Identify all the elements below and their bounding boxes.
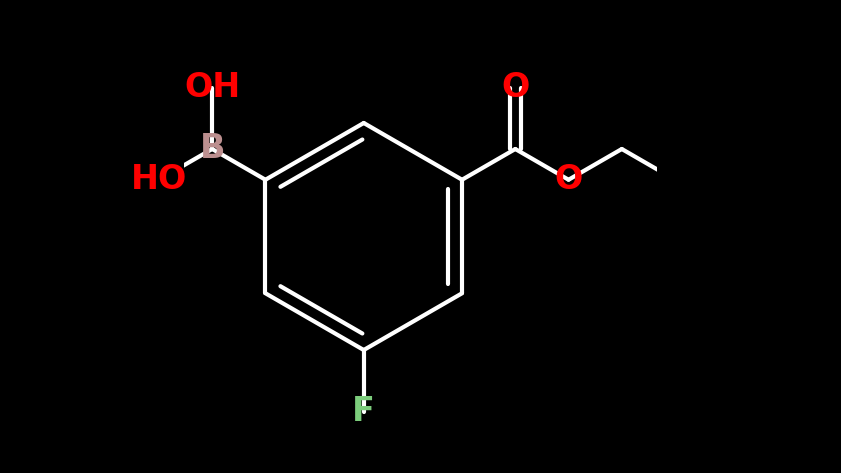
Text: F: F xyxy=(352,395,375,428)
Text: O: O xyxy=(554,163,583,196)
Text: B: B xyxy=(199,132,225,166)
Text: OH: OH xyxy=(184,71,241,104)
Text: HO: HO xyxy=(131,163,187,196)
Text: O: O xyxy=(501,71,530,104)
